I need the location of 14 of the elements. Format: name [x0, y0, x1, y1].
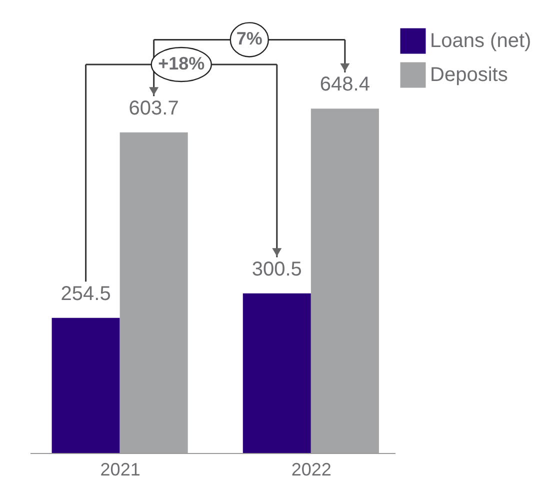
data-label: 603.7 — [128, 97, 179, 120]
legend-label: Deposits — [430, 64, 508, 86]
legend-label: Loans (net) — [430, 30, 532, 52]
x-tick-label: 2022 — [291, 460, 332, 480]
data-label: 648.4 — [320, 74, 370, 96]
bar — [120, 132, 188, 453]
bar — [52, 318, 120, 453]
bar — [242, 293, 311, 453]
data-label: 300.5 — [252, 258, 302, 280]
text: 7% — [236, 28, 262, 49]
bar — [310, 108, 379, 453]
text: +18% — [158, 54, 205, 74]
data-label: 254.5 — [60, 282, 111, 305]
x-tick-label: 2021 — [100, 460, 140, 480]
